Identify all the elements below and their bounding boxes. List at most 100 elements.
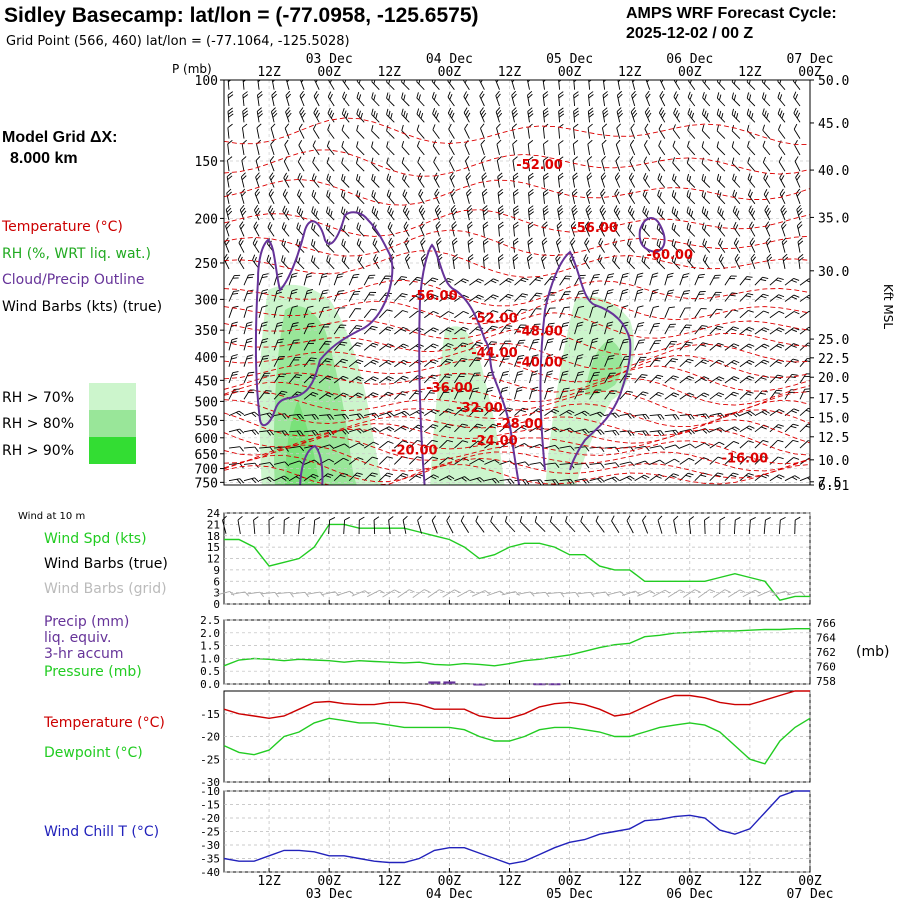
surface-wind-barb xyxy=(549,515,561,533)
wind-barb xyxy=(227,80,234,90)
wind-barb xyxy=(734,253,741,270)
wind-barb xyxy=(782,253,789,269)
wind-barb xyxy=(371,125,380,139)
grid-wind-barb xyxy=(667,589,686,598)
pressure-tick-label: 764 xyxy=(816,631,836,644)
wind-barb xyxy=(649,374,664,384)
precip-legend: Precip (mm) xyxy=(44,614,129,630)
wind-barb xyxy=(303,391,319,400)
wind-barb xyxy=(794,156,801,172)
wind-barb xyxy=(528,172,534,188)
wind-barb xyxy=(542,205,549,221)
wind-barb xyxy=(318,358,333,368)
temperature-labels: -52.00-56.00-60.00-56.00-52.00-48.00-44.… xyxy=(391,158,768,466)
wind-barb xyxy=(379,440,394,449)
wind-barb xyxy=(386,108,395,123)
wind-barb xyxy=(709,392,725,400)
wind-barb xyxy=(228,371,239,384)
wind-barb xyxy=(454,407,469,416)
wind-barb xyxy=(252,254,260,270)
wind-barb xyxy=(754,276,769,286)
wind-barb xyxy=(557,172,564,188)
wind-barb xyxy=(514,386,524,400)
wind-barb xyxy=(356,238,365,253)
wind-barb xyxy=(514,339,526,351)
date-label: 05 Dec xyxy=(546,52,593,67)
wind-barb xyxy=(601,139,607,156)
wind-barb xyxy=(796,204,803,221)
wind-barb xyxy=(289,413,304,420)
wind-barb xyxy=(716,125,726,139)
wind-barb xyxy=(777,108,786,123)
grid-wind-barb xyxy=(697,589,716,598)
wind-barb xyxy=(319,414,334,420)
cloud-outline-e xyxy=(638,217,666,254)
time-tick-label: 12Z xyxy=(618,65,642,80)
grid-wind-barb xyxy=(471,590,490,597)
wind-barb xyxy=(394,310,409,319)
wind-barb xyxy=(543,156,549,172)
wind-barb xyxy=(793,123,801,139)
wind-barb xyxy=(363,325,378,335)
wind-panel: Wind at 10 m Wind Spd (kts) Wind Barbs (… xyxy=(18,507,811,611)
wind-barb xyxy=(694,273,705,286)
wind-barb xyxy=(228,410,245,417)
wind-barb xyxy=(227,107,234,123)
wind-barb xyxy=(239,221,245,237)
wind-barb xyxy=(746,80,756,91)
surface-wind-barb xyxy=(222,515,227,534)
wind-barb xyxy=(541,253,547,270)
wind-barb xyxy=(709,325,724,335)
wind-barb xyxy=(559,354,569,367)
wind-barb xyxy=(243,389,256,400)
wind-barb xyxy=(634,305,644,318)
wind-barb xyxy=(258,289,269,302)
wind-barb xyxy=(649,272,659,286)
wind-barb xyxy=(570,237,576,253)
wind-barb xyxy=(466,188,472,204)
wind-barb xyxy=(449,156,455,172)
wind-barb xyxy=(644,139,651,156)
wind-barb xyxy=(371,108,380,123)
wind-barb xyxy=(649,289,659,302)
wind-barb xyxy=(288,356,301,367)
wind-barb xyxy=(694,457,710,465)
wind-barb xyxy=(687,141,696,156)
wind-barb xyxy=(409,310,424,319)
wind-barb xyxy=(333,324,347,335)
date-label: 06 Dec xyxy=(666,52,713,67)
wind-barb xyxy=(299,80,306,90)
wind-barb xyxy=(747,157,756,172)
wind-barb xyxy=(289,430,304,437)
wind-barb xyxy=(417,172,425,188)
wind-barb xyxy=(258,476,275,482)
wind-barb xyxy=(363,376,379,384)
grid-wind-barb xyxy=(727,589,746,598)
wind-barb xyxy=(298,123,305,139)
wind-barb xyxy=(544,444,560,450)
wind-barb xyxy=(649,305,660,318)
forecast-cycle-label: AMPS WRF Forecast Cycle: xyxy=(626,5,837,22)
wind-barb xyxy=(326,140,335,156)
y-tick-label: -20 xyxy=(200,812,220,825)
wind-barb xyxy=(604,321,614,335)
wind-barb xyxy=(589,371,600,384)
wind-barb xyxy=(349,413,365,420)
surface-wind-barb xyxy=(778,516,786,535)
wind-barb xyxy=(240,188,247,204)
time-tick-label: 12Z xyxy=(378,874,402,889)
wind-barb xyxy=(268,205,275,221)
wind-barb xyxy=(799,278,810,286)
wind-barb xyxy=(482,205,489,221)
wind-barb xyxy=(379,326,394,335)
grid-wind-barb xyxy=(397,589,415,598)
wind-barb xyxy=(433,172,440,188)
wind-barb xyxy=(496,139,502,156)
surface-wind-barb xyxy=(237,515,243,534)
wind-barb xyxy=(423,456,439,465)
surface-wind-barb xyxy=(402,515,408,534)
wind-barb xyxy=(311,255,320,270)
wind-barb xyxy=(227,91,234,107)
wind-barb xyxy=(799,373,810,384)
wind-barb xyxy=(439,475,455,482)
